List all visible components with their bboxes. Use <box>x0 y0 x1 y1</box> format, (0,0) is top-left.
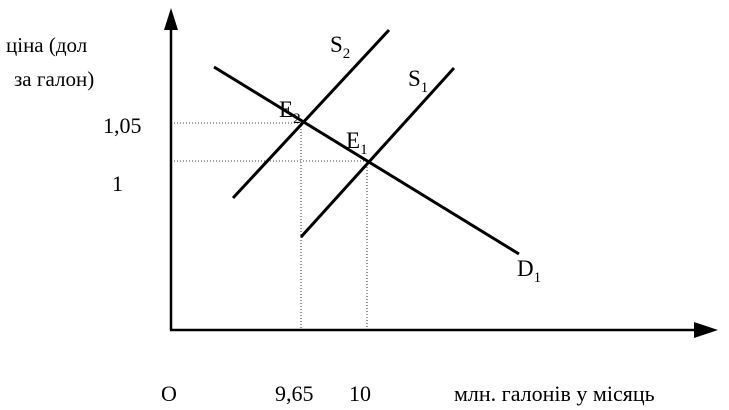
y-axis-label-line1: ціна (дол <box>6 33 87 57</box>
y-tick-1-05: 1,05 <box>103 113 142 138</box>
supply-curve-s2 <box>231 28 391 200</box>
label-s2-base: S <box>330 32 343 57</box>
label-s1: S1 <box>408 66 428 96</box>
guide-lines <box>171 122 368 330</box>
y-axis-arrow <box>164 8 178 30</box>
label-d1-sub: 1 <box>534 270 542 286</box>
label-e1-sub: 1 <box>360 142 368 158</box>
axes <box>164 8 718 338</box>
supply-curve-s1 <box>299 66 456 239</box>
label-s1-sub: 1 <box>421 80 429 96</box>
origin-label: O <box>161 381 177 406</box>
label-s2-sub: 2 <box>343 46 351 62</box>
label-d1: D1 <box>517 256 541 286</box>
label-d1-base: D <box>517 256 534 281</box>
label-s1-base: S <box>408 66 421 91</box>
x-tick-9-65: 9,65 <box>275 381 314 406</box>
y-tick-1: 1 <box>112 171 123 196</box>
x-axis-arrow <box>694 322 718 338</box>
demand-curve-d1 <box>213 65 520 256</box>
x-axis-label: млн. галонів у місяць <box>454 381 655 406</box>
label-e2-base: E <box>279 97 293 122</box>
x-tick-10: 10 <box>349 381 371 406</box>
label-s2: S2 <box>330 32 350 62</box>
y-axis-label-line2: за галон) <box>14 67 94 91</box>
label-e2: E2 <box>279 97 301 127</box>
curves <box>213 28 520 256</box>
label-e1-base: E <box>346 128 360 153</box>
label-e1: E1 <box>346 128 368 158</box>
label-e2-sub: 2 <box>293 111 301 127</box>
